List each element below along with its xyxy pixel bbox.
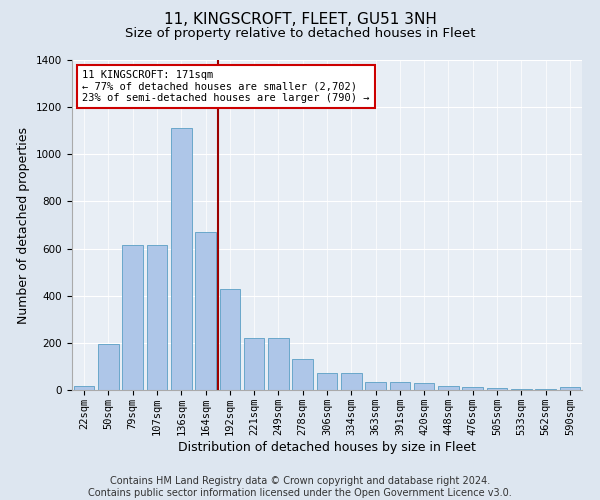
Bar	[317, 373, 337, 390]
Bar	[98, 344, 119, 390]
Bar	[146, 245, 167, 390]
Text: Size of property relative to detached houses in Fleet: Size of property relative to detached ho…	[125, 28, 475, 40]
Bar	[389, 382, 410, 390]
Bar	[535, 389, 556, 390]
X-axis label: Distribution of detached houses by size in Fleet: Distribution of detached houses by size …	[178, 440, 476, 454]
Bar	[560, 387, 580, 390]
Bar	[365, 382, 386, 390]
Bar	[74, 386, 94, 390]
Bar	[463, 387, 483, 390]
Text: 11 KINGSCROFT: 171sqm
← 77% of detached houses are smaller (2,702)
23% of semi-d: 11 KINGSCROFT: 171sqm ← 77% of detached …	[82, 70, 370, 103]
Bar	[341, 373, 362, 390]
Bar	[195, 232, 216, 390]
Bar	[171, 128, 191, 390]
Bar	[487, 388, 508, 390]
Text: Contains HM Land Registry data © Crown copyright and database right 2024.
Contai: Contains HM Land Registry data © Crown c…	[88, 476, 512, 498]
Bar	[122, 245, 143, 390]
Bar	[220, 288, 240, 390]
Bar	[292, 360, 313, 390]
Bar	[438, 386, 459, 390]
Bar	[268, 338, 289, 390]
Text: 11, KINGSCROFT, FLEET, GU51 3NH: 11, KINGSCROFT, FLEET, GU51 3NH	[164, 12, 436, 28]
Bar	[414, 384, 434, 390]
Bar	[511, 389, 532, 390]
Y-axis label: Number of detached properties: Number of detached properties	[17, 126, 31, 324]
Bar	[244, 338, 265, 390]
